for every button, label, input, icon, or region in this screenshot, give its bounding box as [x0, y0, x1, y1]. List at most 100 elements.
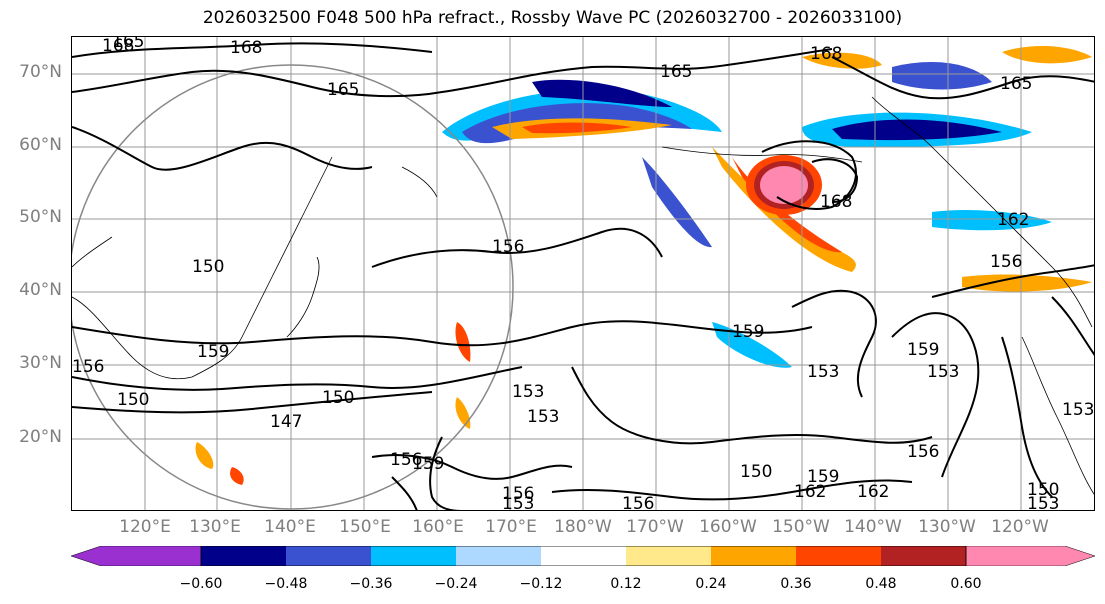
colorbar-segment-7 [711, 546, 796, 566]
lon-label-170w: 170°W [626, 517, 684, 537]
contour-label: 165 [327, 80, 359, 100]
lat-label-70n: 70°N [19, 62, 62, 82]
contour-label: 156 [72, 357, 104, 377]
contour-label: 156 [907, 442, 939, 462]
colorbar-tick-label: 0.36 [780, 576, 812, 592]
colorbar-tick-label: −0.60 [179, 576, 223, 592]
colorbar-tick-label: −0.24 [434, 576, 478, 592]
contour-label: 159 [807, 467, 839, 487]
contour-label: 165 [1000, 74, 1032, 94]
colorbar-tick-label: 0.48 [865, 576, 897, 592]
shade-positive-southwest [195, 442, 214, 469]
lon-label-120w: 120°W [991, 517, 1049, 537]
lon-label-160w: 160°W [699, 517, 757, 537]
colorbar-extend-max [965, 546, 1095, 566]
map-title: 2026032500 F048 500 hPa refract., Rossby… [202, 8, 903, 28]
lon-label-120e: 120°E [119, 517, 171, 537]
lat-label-30n: 30°N [19, 353, 62, 373]
lon-label-170e: 170°E [485, 517, 537, 537]
colorbar-frame [200, 546, 967, 566]
contour-label: 165 [112, 37, 144, 52]
colorbar-segment-6 [626, 546, 711, 566]
colorbar [71, 546, 1095, 566]
colorbar-segment-1 [201, 546, 286, 566]
contour-label-group: 168 168 165 165 165 168 168 162 156 156 … [72, 37, 1094, 511]
contour-label: 159 [412, 454, 444, 474]
lon-label-140w: 140°W [844, 517, 902, 537]
colorbar-segment-3 [371, 546, 456, 566]
contour-label: 156 [622, 494, 654, 511]
contour-label: 159 [197, 342, 229, 362]
colorbar-tick-label: −0.12 [519, 576, 563, 592]
contour-label: 153 [527, 407, 559, 427]
shade-negative-mid [712, 322, 792, 368]
lon-label-130e: 130°E [189, 517, 241, 537]
contour-label: 162 [794, 482, 826, 502]
contour-label: 162 [997, 210, 1029, 230]
shade-positive-southwest-core [230, 467, 244, 485]
coastlines [72, 96, 1094, 495]
contour-label: 168 [102, 37, 134, 56]
lat-label-50n: 50°N [19, 207, 62, 227]
contour-label: 156 [990, 252, 1022, 272]
contour-label: 150 [192, 257, 224, 277]
contour-label: 153 [807, 362, 839, 382]
contour-label: 156 [502, 484, 534, 504]
lon-label-130w: 130°W [918, 517, 976, 537]
map-canvas: 168 168 165 165 165 168 168 162 156 156 … [72, 37, 1094, 511]
shade-positive-central [455, 322, 471, 362]
shade-negative-core [532, 79, 672, 107]
lon-label-160e: 160°E [412, 517, 464, 537]
colorbar-tick-label: 0.24 [695, 576, 727, 592]
contour-label: 159 [732, 322, 764, 342]
colorbar-tick-label: −0.48 [264, 576, 308, 592]
contour-label: 162 [857, 482, 889, 502]
lon-label-180w: 180°W [554, 517, 612, 537]
colorbar-tick-label: −0.36 [349, 576, 393, 592]
contour-label: 153 [1062, 400, 1094, 420]
contour-label: 153 [502, 494, 534, 511]
contour-label: 159 [907, 340, 939, 360]
contour-label: 165 [660, 62, 692, 82]
lon-label-150e: 150°E [339, 517, 391, 537]
contour-label: 153 [927, 362, 959, 382]
colorbar-segment-8 [796, 546, 881, 566]
shade-positive-north [802, 52, 882, 69]
contour-label: 150 [740, 462, 772, 482]
shade-positive-low-center-peak [760, 166, 808, 204]
colorbar-tick-label: 0.12 [610, 576, 642, 592]
contour-label: 147 [270, 412, 302, 432]
contour-label: 156 [492, 237, 524, 257]
contour-label: 153 [1027, 494, 1059, 511]
lon-label-150w: 150°W [772, 517, 830, 537]
colorbar-extend-min [71, 546, 202, 566]
contour-label: 150 [1027, 480, 1059, 500]
contour-label: 168 [230, 38, 262, 58]
radius-circle [72, 64, 514, 510]
contour-label: 150 [322, 388, 354, 408]
lat-label-20n: 20°N [19, 427, 62, 447]
shading-layer [195, 45, 1092, 485]
lat-label-40n: 40°N [19, 280, 62, 300]
contour-label: 156 [390, 450, 422, 470]
colorbar-segment-4 [456, 546, 541, 566]
shade-negative-diagonal [642, 157, 712, 248]
shade-positive-band-core [522, 122, 632, 134]
contour-label: 150 [117, 390, 149, 410]
shade-positive-west-edge [1002, 45, 1092, 64]
contour-label: 168 [820, 192, 852, 212]
lat-label-60n: 60°N [19, 135, 62, 155]
contour-label: 153 [512, 382, 544, 402]
colorbar-tick-label: 0.60 [950, 576, 982, 592]
colorbar-segment-9 [881, 546, 966, 566]
shade-positive-east [962, 274, 1092, 292]
contours [72, 42, 1094, 510]
graticule [72, 37, 1094, 510]
colorbar-segment-2 [286, 546, 371, 566]
colorbar-segment-5 [541, 546, 626, 566]
shade-positive-south [455, 397, 471, 429]
shade-negative-east [932, 210, 1052, 231]
contour-label: 168 [810, 44, 842, 64]
lon-label-140e: 140°E [264, 517, 316, 537]
map-panel: 168 168 165 165 165 168 168 162 156 156 … [71, 36, 1095, 511]
